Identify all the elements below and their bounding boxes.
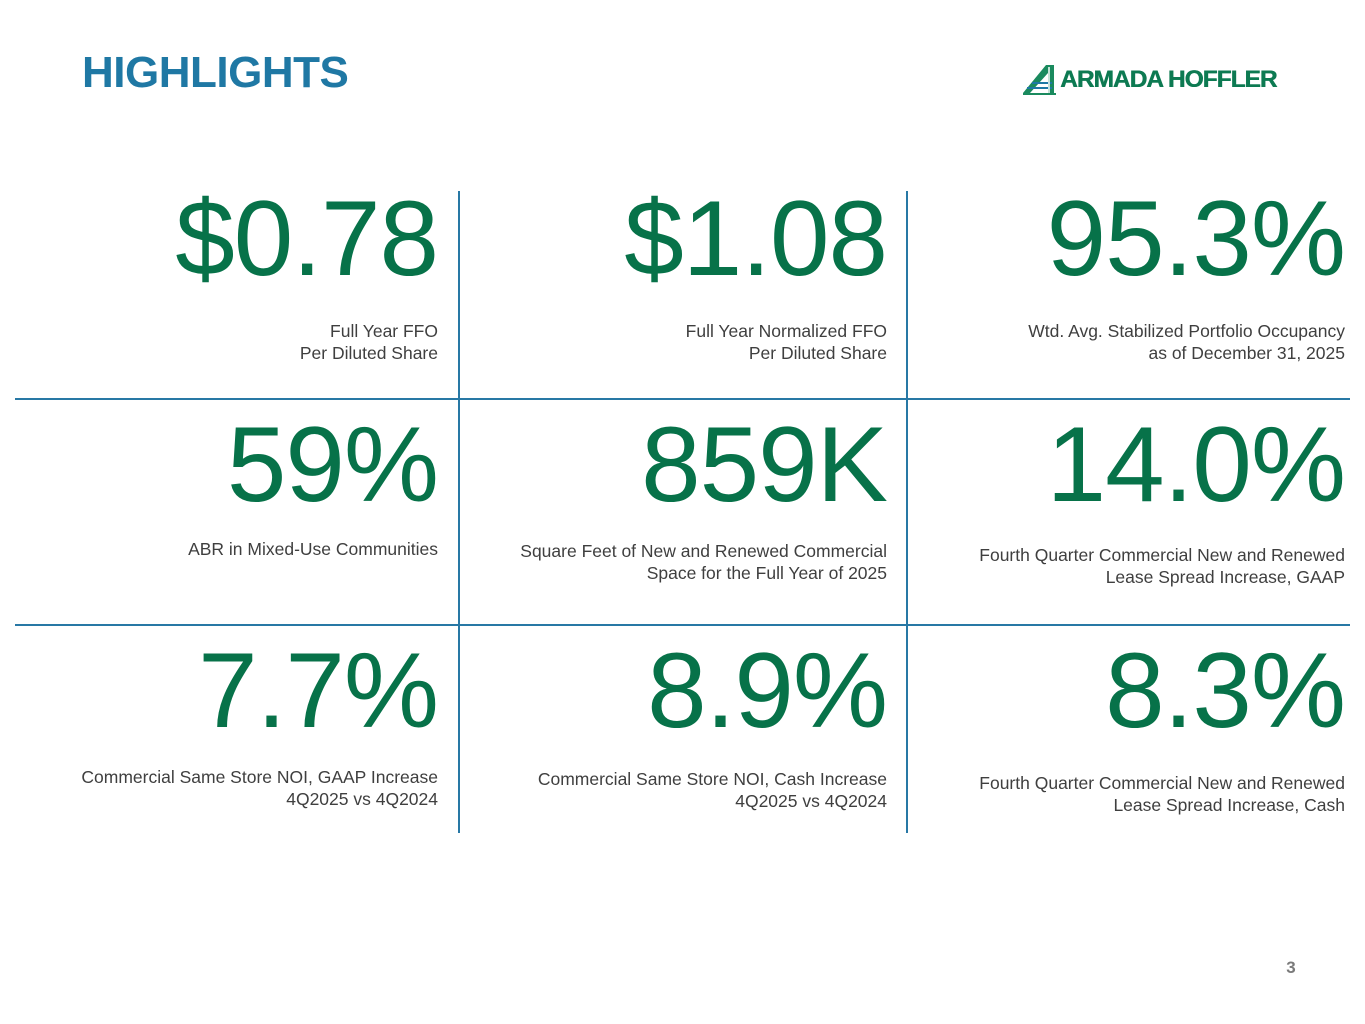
metric-normalized-ffo: $1.08 Full Year Normalized FFO Per Dilut… (470, 178, 888, 364)
metric-value: 14.0% (1046, 404, 1346, 524)
metric-label-line: Fourth Quarter Commercial New and Renewe… (979, 545, 1345, 565)
metric-label: Commercial Same Store NOI, Cash Increase… (470, 768, 887, 812)
metric-value: $1.08 (624, 178, 888, 298)
armada-hoffler-logo-icon (1023, 65, 1056, 95)
metric-label-line: Full Year FFO (330, 321, 438, 341)
grid-divider-horizontal (15, 398, 1350, 400)
metric-ffo: $0.78 Full Year FFO Per Diluted Share (40, 178, 439, 364)
metric-label: Commercial Same Store NOI, GAAP Increase… (40, 766, 438, 810)
metric-label: Fourth Quarter Commercial New and Renewe… (920, 772, 1345, 816)
page-title: HIGHLIGHTS (82, 48, 349, 97)
metric-label: Wtd. Avg. Stabilized Portfolio Occupancy… (920, 320, 1345, 364)
metric-abr-mixed-use: 59% ABR in Mixed-Use Communities (40, 404, 439, 560)
metric-value: 8.3% (1105, 630, 1346, 750)
metric-lease-spread-gaap: 14.0% Fourth Quarter Commercial New and … (920, 404, 1346, 588)
logo-text: ARMADA HOFFLER (1060, 66, 1277, 93)
metric-label: ABR in Mixed-Use Communities (40, 538, 438, 560)
page-number: 3 (1286, 958, 1296, 977)
metric-label: Full Year Normalized FFO Per Diluted Sha… (470, 320, 887, 364)
metric-label-line: ABR in Mixed-Use Communities (188, 539, 438, 559)
metric-noi-cash: 8.9% Commercial Same Store NOI, Cash Inc… (470, 630, 888, 812)
metric-value: 95.3% (1046, 178, 1346, 298)
metric-label-line: Per Diluted Share (748, 343, 887, 363)
grid-divider-vertical (458, 191, 460, 833)
metric-label-line: Wtd. Avg. Stabilized Portfolio Occupancy (1028, 321, 1345, 341)
metric-label-line: Space for the Full Year of 2025 (646, 563, 887, 583)
metric-label-line: Lease Spread Increase, GAAP (1105, 567, 1345, 587)
metric-label-line: 4Q2025 vs 4Q2024 (735, 791, 887, 811)
metric-label-line: Commercial Same Store NOI, GAAP Increase (81, 767, 438, 787)
metric-occupancy: 95.3% Wtd. Avg. Stabilized Portfolio Occ… (920, 178, 1346, 364)
company-logo: ARMADA HOFFLER (1022, 62, 1277, 98)
grid-divider-vertical (906, 191, 908, 833)
grid-divider-horizontal (15, 624, 1350, 626)
metric-label-line: 4Q2025 vs 4Q2024 (286, 789, 438, 809)
metric-label-line: Lease Spread Increase, Cash (1113, 795, 1345, 815)
metric-label-line: Full Year Normalized FFO (685, 321, 887, 341)
metric-label-line: Square Feet of New and Renewed Commercia… (520, 541, 887, 561)
metric-lease-spread-cash: 8.3% Fourth Quarter Commercial New and R… (920, 630, 1346, 816)
metric-value: 7.7% (198, 630, 439, 750)
metric-value: $0.78 (175, 178, 439, 298)
metric-label: Full Year FFO Per Diluted Share (40, 320, 438, 364)
metric-label-line: as of December 31, 2025 (1148, 343, 1345, 363)
metric-noi-gaap: 7.7% Commercial Same Store NOI, GAAP Inc… (40, 630, 439, 810)
metric-label: Fourth Quarter Commercial New and Renewe… (920, 544, 1345, 588)
metric-value: 8.9% (647, 630, 888, 750)
metric-value: 859K (641, 404, 888, 524)
metric-square-feet: 859K Square Feet of New and Renewed Comm… (470, 404, 888, 584)
metric-value: 59% (226, 404, 439, 524)
metric-label: Square Feet of New and Renewed Commercia… (470, 540, 887, 584)
metric-label-line: Commercial Same Store NOI, Cash Increase (537, 769, 887, 789)
metric-label-line: Per Diluted Share (299, 343, 438, 363)
metric-label-line: Fourth Quarter Commercial New and Renewe… (979, 773, 1345, 793)
